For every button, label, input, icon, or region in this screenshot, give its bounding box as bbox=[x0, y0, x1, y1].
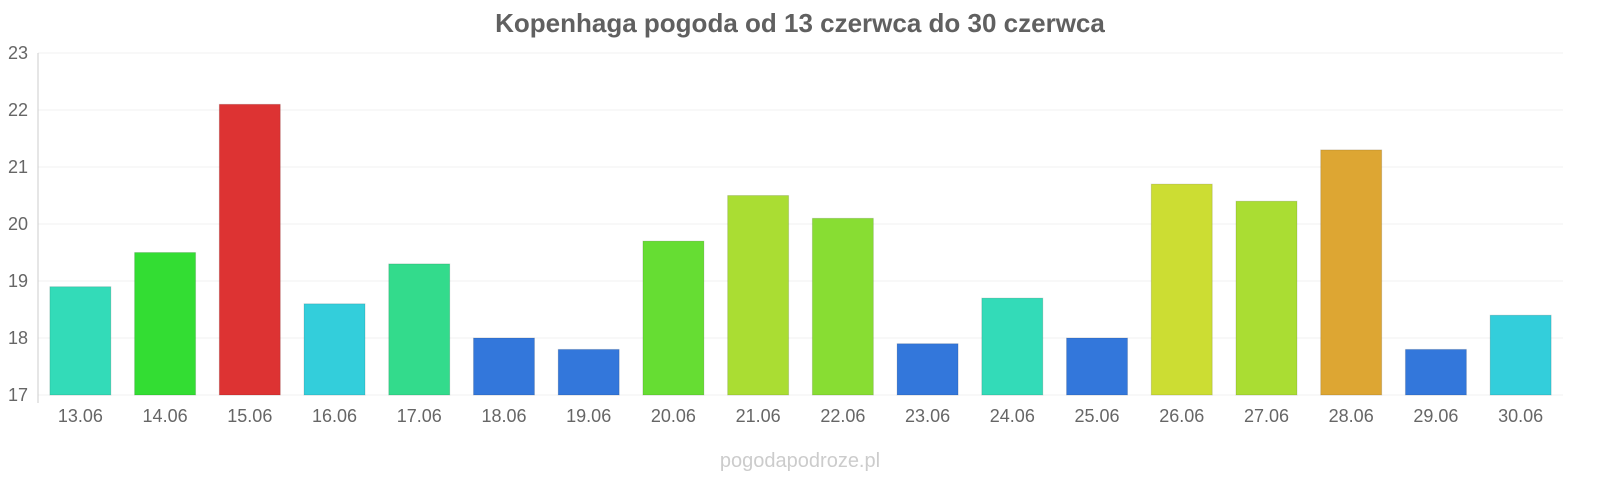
bar bbox=[388, 263, 451, 396]
x-tick-label: 20.06 bbox=[651, 406, 696, 426]
x-tick-label: 19.06 bbox=[566, 406, 611, 426]
bar bbox=[642, 240, 705, 396]
y-tick-label: 20 bbox=[8, 214, 28, 234]
x-tick-label: 21.06 bbox=[736, 406, 781, 426]
tick-labels: 17 18 19 20 21 22 23 13.06 14.06 15.06 16.06 17.06 1… bbox=[8, 43, 1543, 426]
bar bbox=[727, 195, 790, 396]
bar bbox=[472, 337, 535, 396]
bar bbox=[811, 217, 874, 396]
x-tick-label: 26.06 bbox=[1159, 406, 1204, 426]
bar bbox=[1235, 200, 1298, 396]
bar bbox=[896, 343, 959, 396]
y-tick-label: 17 bbox=[8, 385, 28, 405]
grid-lines bbox=[38, 52, 1563, 396]
bar bbox=[1404, 348, 1467, 396]
x-tick-label: 25.06 bbox=[1075, 406, 1120, 426]
bars bbox=[49, 103, 1552, 396]
x-tick-label: 23.06 bbox=[905, 406, 950, 426]
x-tick-label: 14.06 bbox=[143, 406, 188, 426]
bar bbox=[1320, 149, 1383, 396]
x-tick-label: 29.06 bbox=[1413, 406, 1458, 426]
y-tick-label: 22 bbox=[8, 100, 28, 120]
x-tick-label: 27.06 bbox=[1244, 406, 1289, 426]
x-tick-label: 22.06 bbox=[820, 406, 865, 426]
chart-title: Kopenhaga pogoda od 13 czerwca do 30 cze… bbox=[495, 8, 1105, 38]
x-tick-label: 15.06 bbox=[227, 406, 272, 426]
x-tick-label: 30.06 bbox=[1498, 406, 1543, 426]
y-tick-label: 23 bbox=[8, 43, 28, 63]
x-tick-label: 17.06 bbox=[397, 406, 442, 426]
x-tick-label: 28.06 bbox=[1329, 406, 1374, 426]
y-tick-label: 19 bbox=[8, 271, 28, 291]
y-tick-label: 21 bbox=[8, 157, 28, 177]
bar bbox=[1066, 337, 1129, 396]
bar bbox=[981, 297, 1044, 396]
bar bbox=[1489, 314, 1552, 396]
x-tick-label: 18.06 bbox=[481, 406, 526, 426]
watermark: pogodapodroze.pl bbox=[719, 450, 881, 472]
bar bbox=[49, 286, 112, 396]
bar bbox=[1150, 183, 1213, 396]
bar bbox=[134, 252, 197, 396]
x-tick-label: 16.06 bbox=[312, 406, 357, 426]
bar bbox=[557, 348, 620, 396]
y-tick-label: 18 bbox=[8, 328, 28, 348]
bar bbox=[218, 103, 281, 396]
x-tick-label: 24.06 bbox=[990, 406, 1035, 426]
x-tick-label: 13.06 bbox=[58, 406, 103, 426]
bar bbox=[303, 303, 366, 396]
